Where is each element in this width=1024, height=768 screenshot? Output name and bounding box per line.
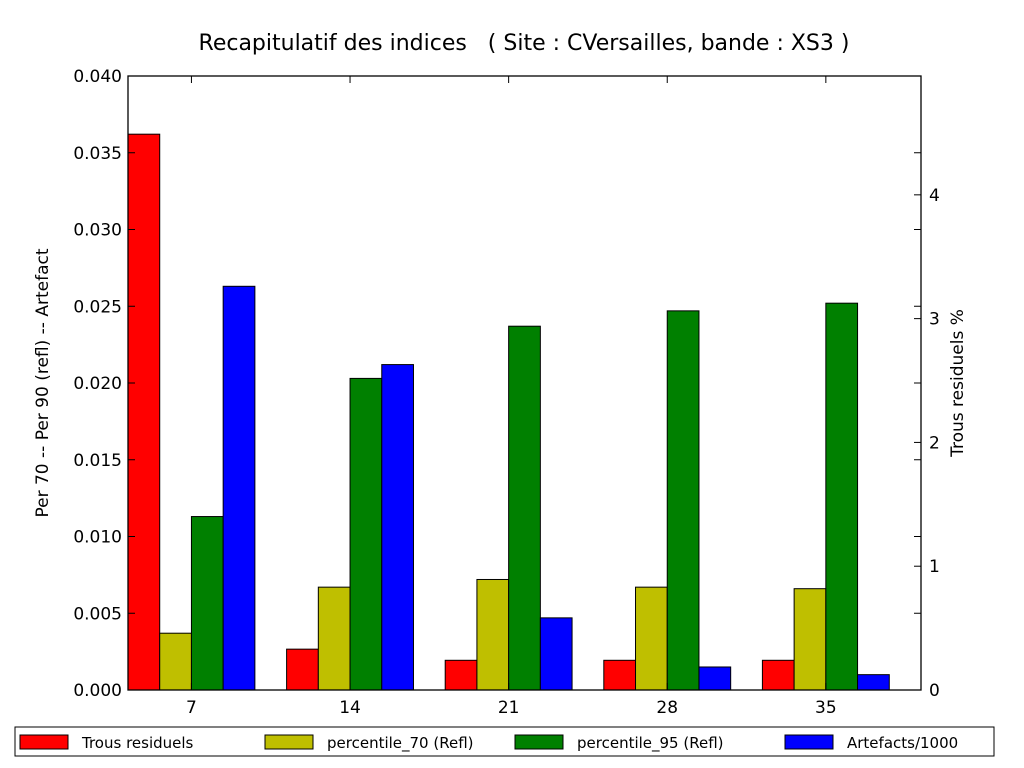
bar — [317, 586, 351, 691]
bar — [539, 617, 573, 691]
right-tick-label: 2 — [929, 433, 940, 453]
chart-title: Recapitulatif des indices ( Site : CVers… — [199, 31, 850, 56]
legend-swatch — [19, 734, 69, 750]
right-tick-label: 3 — [929, 310, 940, 330]
legend-label: percentile_70 (Refl) — [327, 734, 474, 753]
x-axis: 7 14 21 28 35 — [186, 76, 837, 718]
right-tick-label: 0 — [929, 681, 940, 701]
left-tick-label: 0.015 — [73, 451, 122, 471]
bar — [635, 586, 668, 691]
legend-swatch — [784, 734, 834, 750]
bar — [825, 302, 859, 691]
bars-group — [127, 133, 890, 691]
x-tick-label: 14 — [339, 698, 361, 718]
legend: Trous residuels percentile_70 (Refl) perce… — [14, 726, 995, 757]
legend-swatch — [514, 734, 564, 750]
x-tick-label: 21 — [498, 698, 520, 718]
left-tick-label: 0.005 — [73, 604, 122, 624]
left-tick-label: 0.040 — [73, 67, 122, 87]
bar — [761, 659, 795, 691]
left-tick-label: 0.000 — [73, 681, 122, 701]
bar — [476, 578, 510, 691]
left-tick-label: 0.030 — [73, 221, 122, 241]
right-tick-label: 1 — [929, 557, 940, 577]
bar — [857, 674, 890, 691]
bar — [190, 516, 224, 691]
left-tick-label: 0.035 — [73, 144, 122, 164]
right-axis-label: Trous residuels % — [948, 309, 968, 458]
legend-label: Artefacts/1000 — [847, 734, 958, 752]
bar — [666, 310, 700, 691]
bar — [159, 632, 192, 691]
legend-label: Trous residuels — [81, 734, 194, 752]
bar — [286, 648, 319, 691]
right-tick-label: 4 — [929, 186, 940, 206]
left-tick-label: 0.025 — [73, 297, 122, 317]
left-tick-label: 0.010 — [73, 528, 122, 548]
legend-label: percentile_95 (Refl) — [577, 734, 724, 753]
x-tick-label: 28 — [656, 698, 678, 718]
bar — [349, 377, 383, 691]
left-tick-label: 0.020 — [73, 374, 122, 394]
bar — [127, 133, 161, 691]
x-tick-label: 35 — [815, 698, 837, 718]
left-axis-label: Per 70 -- Per 90 (refl) -- Artefact — [33, 248, 53, 517]
bar — [444, 659, 478, 691]
x-tick-label: 7 — [186, 698, 197, 718]
right-y-axis: 0 1 2 3 4 — [914, 186, 940, 701]
legend-swatch — [264, 734, 314, 750]
bar — [508, 325, 541, 691]
bar — [603, 659, 637, 691]
bar — [793, 588, 827, 691]
bar — [222, 285, 256, 691]
bar — [698, 666, 732, 691]
left-y-axis: 0.000 0.005 0.010 0.015 0.020 0.025 0.030 0.035… — [73, 67, 921, 701]
bar — [381, 364, 414, 691]
